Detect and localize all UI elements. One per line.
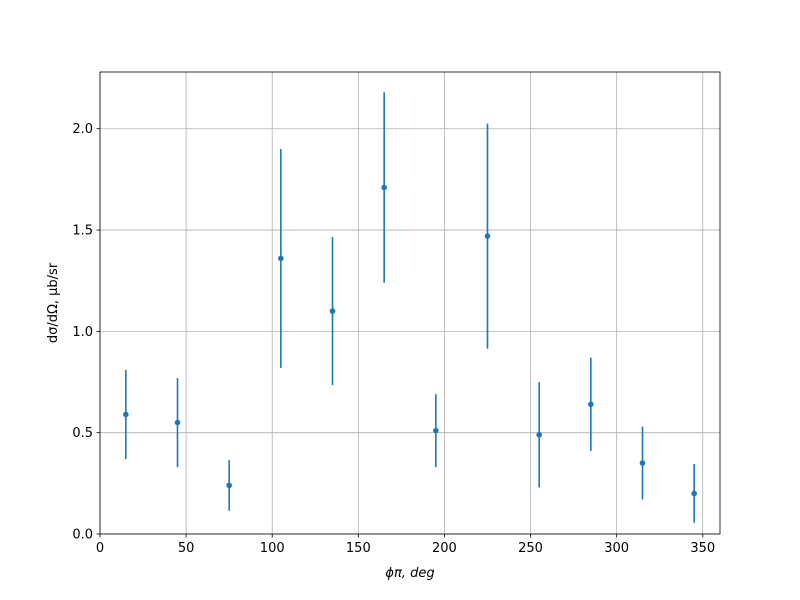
x-tick-label: 350 — [690, 541, 715, 556]
data-point — [536, 431, 542, 438]
x-tick-label: 200 — [432, 541, 457, 556]
data-point — [588, 401, 594, 408]
x-tick-label: 300 — [604, 541, 629, 556]
y-tick-label: 0.5 — [72, 426, 93, 441]
data-point — [484, 233, 491, 239]
data-point — [639, 460, 646, 466]
x-tick-label: 50 — [178, 541, 195, 556]
x-axis-label: ϕπ, deg — [385, 566, 434, 581]
data-point — [123, 411, 129, 418]
data-point — [691, 490, 697, 497]
data-point — [278, 255, 284, 262]
x-tick-label: 100 — [260, 541, 285, 556]
data-point — [433, 427, 439, 434]
y-tick-label: 0.0 — [72, 528, 93, 543]
plot-frame — [99, 71, 721, 535]
x-tick-label: 250 — [518, 541, 543, 556]
data-point — [329, 308, 336, 314]
x-tick-label: 150 — [346, 541, 371, 556]
y-tick-label: 2.0 — [72, 122, 93, 137]
y-tick-label: 1.5 — [72, 224, 93, 239]
data-point — [226, 482, 232, 489]
data-point — [381, 184, 387, 191]
x-tick-label: 0 — [96, 541, 104, 556]
data-point — [174, 419, 181, 426]
y-axis-label: dσ/dΩ, μb/sr — [46, 262, 61, 343]
y-tick-label: 1.0 — [72, 325, 93, 340]
